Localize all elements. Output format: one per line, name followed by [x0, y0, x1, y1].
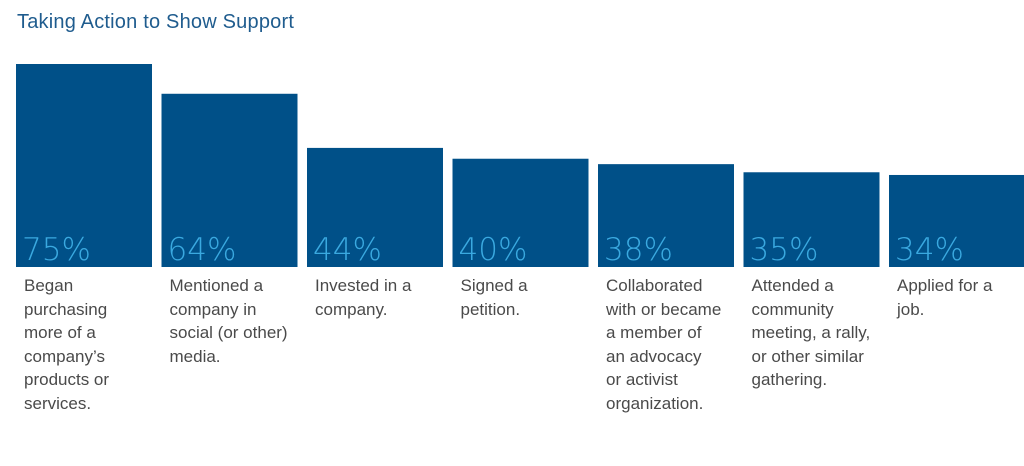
bar-6 — [743, 172, 880, 267]
category-label-line: or activist — [606, 370, 678, 389]
category-label-1: Began purchasing more of a company’s product… — [24, 274, 149, 415]
bar-2 — [161, 93, 298, 267]
value-label-6: 35% — [750, 232, 819, 268]
category-label-line: social (or other) — [169, 323, 288, 342]
bar-4 — [452, 158, 589, 267]
chart-title: Taking Action to Show Support — [17, 11, 295, 33]
bar-5 — [598, 164, 734, 267]
bar-3 — [307, 147, 443, 267]
category-label-4: Signed a petition. — [461, 274, 586, 321]
category-label-line: media. — [169, 346, 221, 366]
category-label-line: meeting, a rally, — [751, 323, 871, 342]
category-label-line: an advocacy — [606, 346, 702, 366]
category-label-line: company’s — [24, 346, 105, 366]
value-label-4: 40% — [459, 232, 528, 268]
category-label-line: Applied for a — [897, 276, 993, 295]
category-label-6: Attended a community meeting, a rally, or o… — [752, 274, 877, 392]
category-label-line: a member of — [606, 323, 702, 342]
category-label-line: company. — [315, 299, 388, 319]
bar-1 — [16, 64, 152, 267]
category-label-line: Began — [24, 276, 74, 295]
category-label-line: Signed a — [460, 276, 528, 295]
category-label-line: products or — [24, 370, 110, 389]
category-label-line: company in — [169, 299, 257, 319]
bar-7 — [889, 174, 1024, 267]
category-label-5: Collaborated with or became a member of an … — [606, 274, 731, 415]
value-label-7: 34% — [895, 232, 964, 268]
category-label-line: Mentioned a — [169, 276, 264, 295]
category-label-line: services. — [24, 393, 92, 413]
value-label-5: 38% — [604, 232, 673, 268]
category-label-line: purchasing — [24, 299, 108, 319]
category-label-line: Invested in a — [315, 276, 412, 295]
category-label-line: petition. — [460, 299, 521, 319]
category-label-7: Applied for a job. — [897, 274, 1022, 321]
category-label-3: Invested in a company. — [315, 274, 440, 321]
category-label-line: gathering. — [751, 370, 828, 389]
category-label-line: organization. — [606, 393, 704, 413]
value-label-1: 75% — [22, 232, 91, 268]
category-label-line: or other similar — [751, 346, 864, 366]
value-label-3: 44% — [313, 232, 382, 268]
category-label-2: Mentioned a company in social (or other) me… — [170, 274, 295, 368]
category-label-line: community — [751, 299, 834, 319]
category-label-line: more of a — [24, 323, 96, 342]
category-label-line: Collaborated — [606, 276, 703, 295]
category-label-line: job. — [897, 299, 925, 319]
value-label-2: 64% — [168, 232, 237, 268]
category-label-line: Attended a — [751, 276, 834, 295]
category-label-line: with or became — [606, 299, 722, 319]
